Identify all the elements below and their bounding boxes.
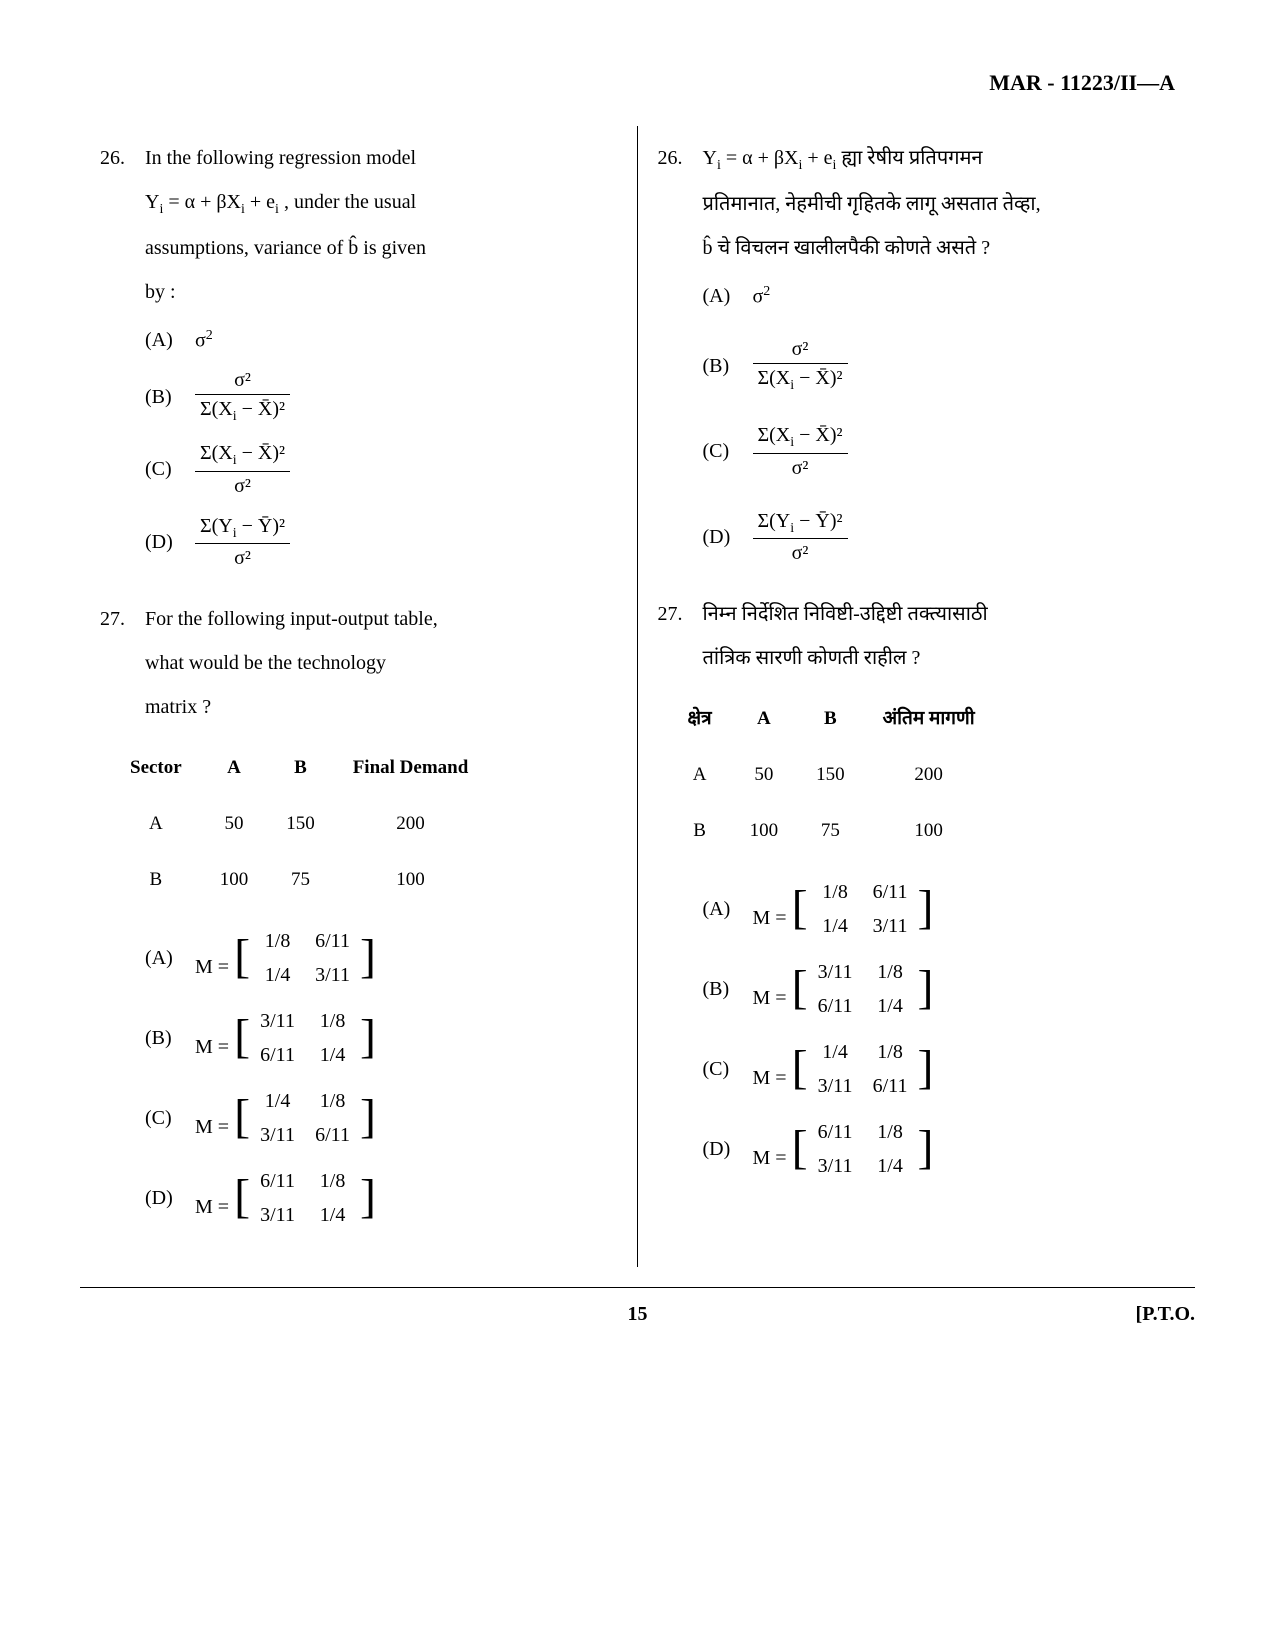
option-c: (C) Σ(Xi − X̄)²σ² (145, 439, 617, 500)
option-b: (B) σ²Σ(Xi − X̄)² (145, 366, 617, 427)
io-table: क्षेत्रABअंतिम मागणी A50150200 B10075100 (668, 690, 995, 859)
q-text: In the following regression model Yi = α… (145, 136, 617, 314)
option-d: (D) M = [6/111/83/111/4] (703, 1115, 1176, 1183)
question-26-en: 26. In the following regression model Yi… (100, 136, 617, 572)
option-a: (A) M = [1/86/111/43/11] (145, 924, 617, 992)
q-text: Yi = α + βXi + ei ह्या रेषीय प्रतिपगमन प… (703, 136, 1176, 270)
option-a: (A) M = [1/86/111/43/11] (703, 875, 1176, 943)
main-content: 26. In the following regression model Yi… (80, 126, 1195, 1288)
page-header: MAR - 11223/II—A (80, 70, 1195, 96)
q-number: 26. (100, 136, 145, 180)
option-c: (C) Σ(Xi − X̄)²σ² (703, 421, 1176, 482)
pto-label: [P.T.O. (1136, 1303, 1195, 1326)
q-number: 26. (658, 136, 703, 180)
option-a: (A) σ2 (703, 282, 1176, 311)
question-27-en: 27. For the following input-output table… (100, 597, 617, 1231)
option-a: (A) σ2 (145, 326, 617, 355)
q-text: निम्न निर्देशित निविष्टी-उद्दिष्टी तक्त्… (703, 592, 1176, 680)
left-column: 26. In the following regression model Yi… (80, 126, 638, 1267)
q-number: 27. (100, 597, 145, 641)
question-27-mr: 27. निम्न निर्देशित निविष्टी-उद्दिष्टी त… (658, 592, 1176, 1182)
right-column: 26. Yi = α + βXi + ei ह्या रेषीय प्रतिपग… (638, 126, 1196, 1267)
option-b: (B) M = [3/111/86/111/4] (703, 955, 1176, 1023)
option-d: (D) M = [6/111/83/111/4] (145, 1164, 617, 1232)
option-d: (D) Σ(Yi − Ȳ)²σ² (703, 507, 1176, 568)
option-d: (D) Σ(Yi − Ȳ)²σ² (145, 512, 617, 573)
page-footer: 15 [P.T.O. (80, 1303, 1195, 1326)
q-number: 27. (658, 592, 703, 636)
option-c: (C) M = [1/41/83/116/11] (145, 1084, 617, 1152)
page-number: 15 (628, 1303, 648, 1326)
option-b: (B) σ²Σ(Xi − X̄)² (703, 335, 1176, 396)
option-b: (B) M = [3/111/86/111/4] (145, 1004, 617, 1072)
q-text: For the following input-output table, wh… (145, 597, 617, 729)
question-26-mr: 26. Yi = α + βXi + ei ह्या रेषीय प्रतिपग… (658, 136, 1176, 567)
io-table: SectorABFinal Demand A50150200 B10075100 (110, 739, 488, 908)
option-c: (C) M = [1/41/83/116/11] (703, 1035, 1176, 1103)
